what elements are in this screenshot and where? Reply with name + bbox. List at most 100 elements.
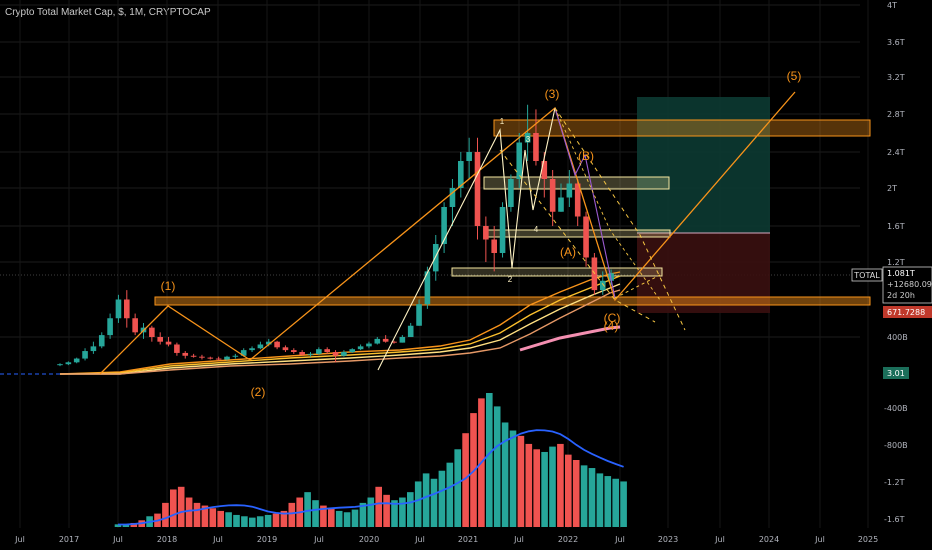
candle-body	[541, 161, 548, 179]
volume-bar	[225, 512, 232, 527]
candle-body	[366, 343, 372, 347]
volume-bar	[280, 510, 288, 527]
volume-bar	[264, 514, 272, 527]
time-tick-label: Jul	[714, 535, 725, 544]
candle-body	[474, 152, 481, 226]
time-tick-label: Jul	[513, 535, 524, 544]
candle-body	[583, 216, 589, 258]
total-tag-text: TOTAL	[853, 271, 880, 280]
volume-bar	[343, 512, 351, 527]
candle-body	[508, 179, 514, 207]
candle-body	[124, 299, 130, 319]
box-top	[493, 119, 871, 137]
candle-body	[499, 207, 506, 253]
candle-body	[182, 352, 189, 356]
sub-wave-label: 3	[526, 135, 531, 144]
volume-bar	[217, 510, 224, 527]
volume-bar	[446, 462, 454, 527]
price-axis[interactable]: 4T 3.6T 3.2T 2.8T 2.4T 2T 1.6T 1.2T 400B -400B -80…	[884, 1, 908, 524]
volume-tick-label: -1.6T	[884, 515, 905, 524]
resistance-boxes	[154, 119, 871, 306]
time-tick-label: Jul	[414, 535, 425, 544]
wave-label: (5)	[787, 69, 802, 83]
time-tick-label: 2024	[759, 535, 779, 544]
price-tags: TOTAL 1.081T +12680.09% 2d 20h 671.7288 3.01	[851, 266, 932, 379]
candle-body	[316, 349, 322, 354]
time-tick-label: Jul	[814, 535, 825, 544]
candle-body	[149, 327, 155, 337]
volume-bar	[177, 486, 185, 527]
wave-label: (1)	[161, 279, 176, 293]
price-tick-label: 2T	[887, 184, 897, 193]
box-support	[451, 267, 663, 277]
volume-bar	[557, 443, 564, 527]
level-tag-text: 671.7288	[887, 308, 925, 317]
volume-bar	[462, 433, 469, 527]
candle-body	[549, 179, 556, 212]
volume-bar	[328, 508, 335, 527]
sub-wave-label: 2	[508, 275, 513, 284]
candle-body	[107, 318, 113, 336]
volume-bar	[604, 476, 612, 527]
volume-bar	[256, 516, 264, 527]
candle-body	[407, 325, 414, 337]
volume-bar	[572, 460, 580, 527]
volume-bar	[399, 497, 406, 527]
volume-bar	[383, 494, 390, 527]
candle-body	[224, 356, 230, 360]
volume-bar	[517, 435, 525, 527]
volume-bar	[367, 497, 375, 527]
box-base	[154, 296, 871, 306]
chart-title: Crypto Total Market Cap, $, 1M, CRYPTOCA…	[5, 7, 211, 18]
volume-bar	[162, 502, 169, 527]
volume-bar	[612, 478, 619, 527]
candle-body	[399, 337, 406, 343]
volume-bar	[304, 492, 311, 527]
candle-body	[599, 280, 606, 291]
volume-tick-label: -800B	[884, 441, 908, 450]
price-tick-label: 2.8T	[887, 110, 905, 119]
volume-bar	[320, 505, 327, 527]
volume-bar	[201, 505, 209, 527]
volume-bar	[351, 509, 359, 527]
volume-bar	[549, 446, 556, 527]
sub-wave-label: 1	[500, 117, 505, 126]
countdown-text: 2d 20h	[887, 291, 915, 300]
time-tick-label: 2019	[257, 535, 277, 544]
wave-labels: (1) (2) (3) (4) (5) (A) (B) (C) 1 2 3 4	[161, 69, 802, 399]
candle-body	[566, 183, 573, 198]
candle-body	[249, 348, 255, 351]
time-tick-label: Jul	[313, 535, 324, 544]
abc-correction-line	[554, 107, 616, 299]
volume-bar	[209, 508, 217, 527]
total-tag-box	[851, 268, 883, 282]
price-ma-line	[60, 289, 621, 375]
volume-bar	[501, 422, 509, 527]
volume-bar	[249, 517, 256, 527]
volume-bar	[414, 481, 422, 527]
candle-body	[115, 299, 122, 319]
candle-body	[441, 207, 447, 244]
time-axis[interactable]: Jul 2017 Jul 2018 Jul 2019 Jul 2020 Jul 2021 Jul 20…	[14, 535, 878, 544]
volume-bar	[407, 492, 414, 527]
volume-tick-label: -1.2T	[884, 478, 905, 487]
candle-body	[574, 183, 581, 217]
volume-bar	[114, 524, 122, 527]
time-tick-label: 2017	[59, 535, 79, 544]
volume-bar	[525, 443, 533, 527]
volume-bar	[422, 473, 430, 527]
time-tick-label: Jul	[112, 535, 123, 544]
candle-body	[491, 239, 497, 253]
candle-body	[357, 346, 364, 350]
time-tick-label: 2021	[458, 535, 478, 544]
time-tick-label: Jul	[14, 535, 25, 544]
volume-bar	[438, 470, 446, 527]
volume-bar	[359, 502, 367, 527]
volume-bar	[130, 522, 138, 527]
candle-body	[516, 142, 523, 179]
volume-bar	[375, 486, 382, 527]
volume-bar	[493, 406, 501, 527]
candle-body	[299, 352, 305, 355]
volume-bar	[391, 500, 398, 527]
